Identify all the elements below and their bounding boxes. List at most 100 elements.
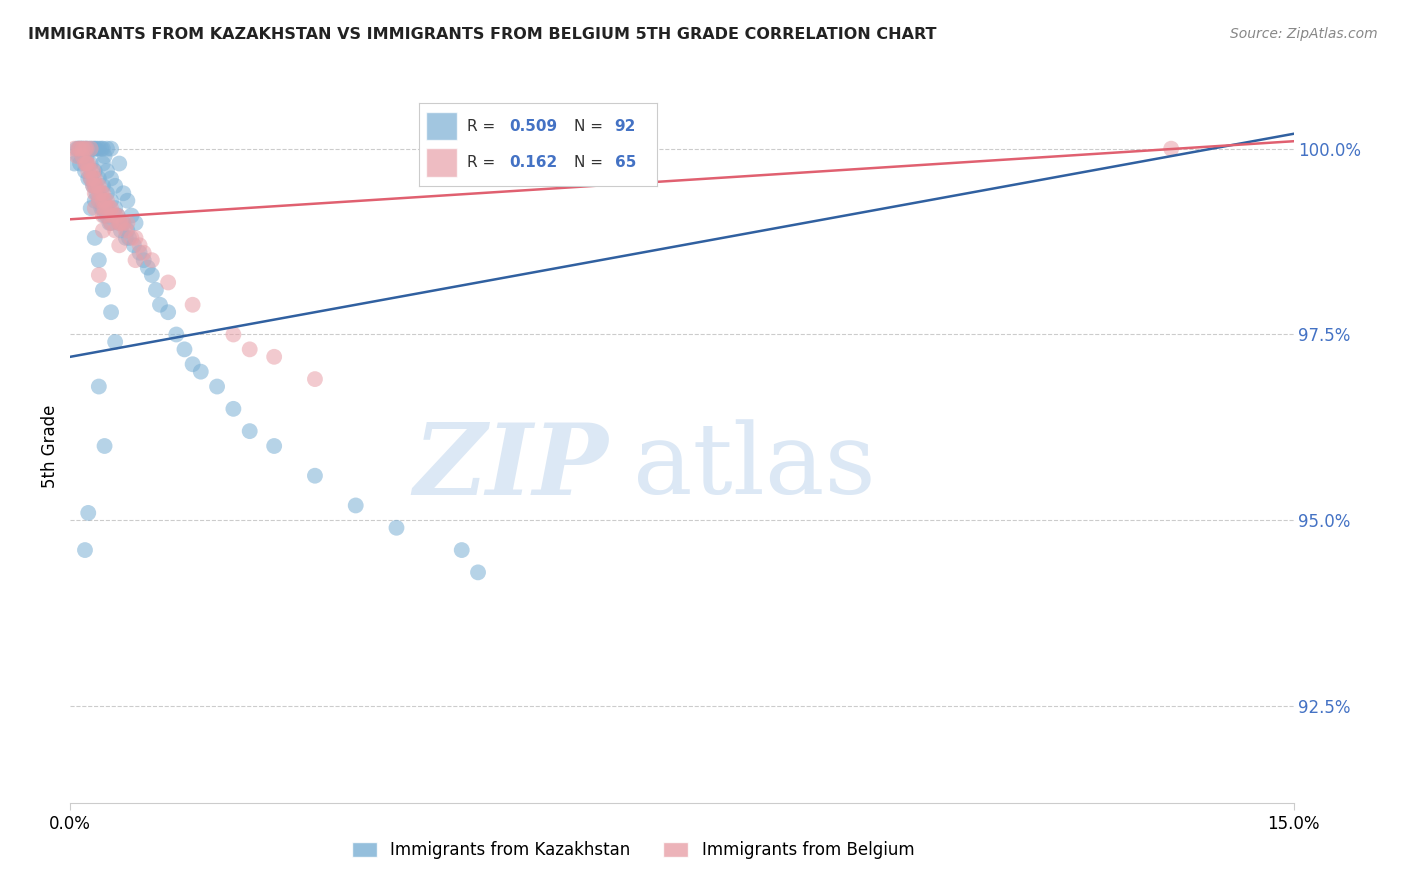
Point <box>83 186 105 201</box>
Point <box>76 156 98 170</box>
Point <box>91 156 114 170</box>
Point <box>104 334 127 349</box>
Point <box>73 156 96 170</box>
Point <box>190 365 212 379</box>
Point <box>90 201 112 215</box>
Point <box>86 186 108 201</box>
Point <box>304 468 326 483</box>
Point <box>263 439 285 453</box>
Point <box>108 238 131 252</box>
Point <box>304 372 326 386</box>
Point <box>157 305 180 319</box>
Point <box>91 194 114 208</box>
Point <box>104 223 127 237</box>
Point <box>1160 142 1182 156</box>
Point <box>83 231 105 245</box>
Point <box>79 171 103 186</box>
Point <box>141 268 163 282</box>
Point <box>82 178 104 193</box>
Point <box>96 142 118 156</box>
Point <box>63 142 86 156</box>
Point <box>83 178 105 193</box>
Point <box>91 201 114 215</box>
Point <box>87 178 110 193</box>
Point <box>104 178 127 193</box>
Point <box>79 156 103 170</box>
Point <box>107 209 129 223</box>
Point <box>93 201 115 215</box>
Point <box>66 149 89 163</box>
Point <box>79 201 103 215</box>
Point <box>91 142 114 156</box>
Point <box>93 209 115 223</box>
Point <box>98 201 121 215</box>
Point <box>173 343 195 357</box>
Point <box>467 566 489 580</box>
Point <box>87 253 110 268</box>
Point <box>83 164 105 178</box>
Point <box>141 253 163 268</box>
Point <box>72 149 94 163</box>
Point <box>87 194 110 208</box>
Point <box>72 149 94 163</box>
Point <box>66 142 89 156</box>
Point <box>104 201 127 215</box>
Point <box>76 156 98 170</box>
Point <box>86 142 108 156</box>
Point <box>73 164 96 178</box>
Point <box>96 209 118 223</box>
Legend: Immigrants from Kazakhstan, Immigrants from Belgium: Immigrants from Kazakhstan, Immigrants f… <box>344 835 921 866</box>
Point <box>100 201 122 215</box>
Point <box>128 238 150 252</box>
Point <box>83 171 105 186</box>
Point <box>128 245 150 260</box>
Point <box>101 209 124 223</box>
Point <box>149 298 172 312</box>
Point <box>67 149 90 163</box>
Point <box>344 499 367 513</box>
Point <box>121 209 143 223</box>
Point <box>117 216 139 230</box>
Point <box>79 171 103 186</box>
Point <box>79 142 103 156</box>
Text: Source: ZipAtlas.com: Source: ZipAtlas.com <box>1230 27 1378 41</box>
Text: atlas: atlas <box>633 419 876 516</box>
Point <box>108 216 131 230</box>
Point <box>67 142 90 156</box>
Point <box>86 178 108 193</box>
Point <box>96 164 118 178</box>
Point <box>124 231 146 245</box>
Point <box>450 543 472 558</box>
Point <box>69 142 91 156</box>
Point <box>145 283 167 297</box>
Point <box>63 156 86 170</box>
Point <box>117 194 139 208</box>
Point <box>87 142 110 156</box>
Point <box>96 186 118 201</box>
Point <box>100 171 122 186</box>
Point <box>157 276 180 290</box>
Point <box>90 186 112 201</box>
Point <box>122 238 145 252</box>
Point <box>76 149 98 163</box>
Point <box>132 245 155 260</box>
Point <box>76 142 98 156</box>
Point <box>87 186 110 201</box>
Point <box>110 223 132 237</box>
Point <box>114 231 136 245</box>
Point <box>79 164 103 178</box>
Point <box>73 543 96 558</box>
Point <box>112 186 135 201</box>
Point <box>165 327 187 342</box>
Point <box>112 216 135 230</box>
Point <box>222 327 245 342</box>
Point <box>108 156 131 170</box>
Point <box>205 379 228 393</box>
Point <box>91 283 114 297</box>
Point <box>82 142 104 156</box>
Point <box>96 194 118 208</box>
Point <box>91 186 114 201</box>
Point <box>72 142 94 156</box>
Point <box>100 216 122 230</box>
Point <box>83 178 105 193</box>
